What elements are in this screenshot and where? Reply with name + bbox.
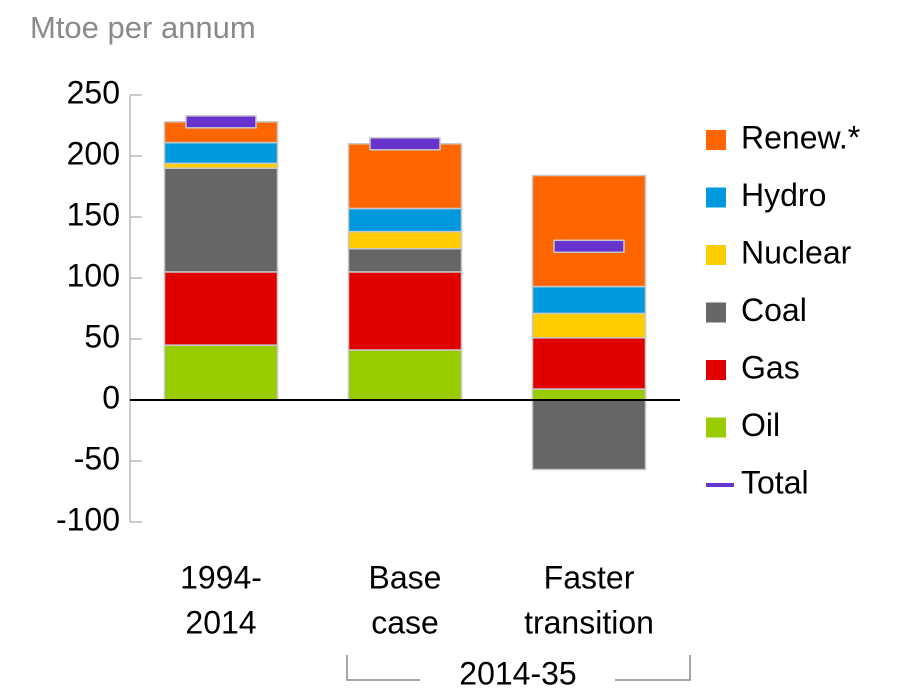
- y-tick-label: 200: [67, 135, 120, 171]
- legend-label: Hydro: [741, 177, 826, 213]
- bar-segment: [531, 399, 647, 471]
- x-tick-label: Base: [369, 559, 442, 595]
- legend-swatch: [706, 130, 726, 150]
- y-tick-label: -50: [74, 440, 120, 476]
- y-tick-label: 150: [67, 196, 120, 232]
- legend-swatch: [706, 302, 726, 323]
- legend-label: Nuclear: [741, 234, 852, 270]
- bar-segment: [531, 337, 647, 390]
- bar-segment: [347, 349, 463, 401]
- bar-segment: [163, 167, 279, 273]
- legend-swatch: [706, 245, 726, 265]
- x-tick-label: Faster: [544, 559, 635, 595]
- group-bracket: [615, 655, 691, 681]
- bar-segment: [347, 247, 463, 273]
- legend-swatch: [706, 360, 726, 380]
- legend-label: Coal: [741, 292, 807, 328]
- x-tick-label: 2014: [185, 604, 256, 640]
- bar-segment: [163, 344, 279, 401]
- bar-segment: [347, 271, 463, 351]
- total-marker: [553, 239, 625, 254]
- total-marker: [185, 115, 257, 129]
- bar-segment: [531, 388, 647, 401]
- y-tick-label: 100: [67, 257, 120, 293]
- legend-swatch: [706, 417, 726, 438]
- legend-label: Oil: [741, 407, 780, 443]
- bar-segment: [347, 143, 463, 210]
- bar-segment: [531, 174, 647, 288]
- y-tick-label: 50: [84, 318, 120, 354]
- legend-label: Gas: [741, 349, 800, 385]
- total-marker: [369, 137, 441, 151]
- legend-swatch: [706, 187, 726, 208]
- x-tick-label: 1994-: [180, 559, 262, 595]
- legend-label: Renew.*: [741, 119, 860, 155]
- x-tick-label: case: [371, 604, 439, 640]
- group-bracket: [346, 655, 420, 681]
- y-tick-label: -100: [56, 501, 120, 537]
- group-label: 2014-35: [459, 655, 576, 691]
- bar-segment: [347, 207, 463, 233]
- bar-segment: [531, 312, 647, 339]
- x-tick-label: transition: [524, 604, 654, 640]
- y-tick-label: 0: [102, 379, 120, 415]
- y-axis-label: Mtoe per annum: [30, 10, 256, 45]
- legend-label: Total: [741, 464, 809, 500]
- bar-segment: [531, 285, 647, 315]
- bar-segment: [163, 271, 279, 346]
- y-tick-label: 250: [67, 74, 120, 110]
- bar-segment: [347, 230, 463, 250]
- bar-segment: [163, 141, 279, 165]
